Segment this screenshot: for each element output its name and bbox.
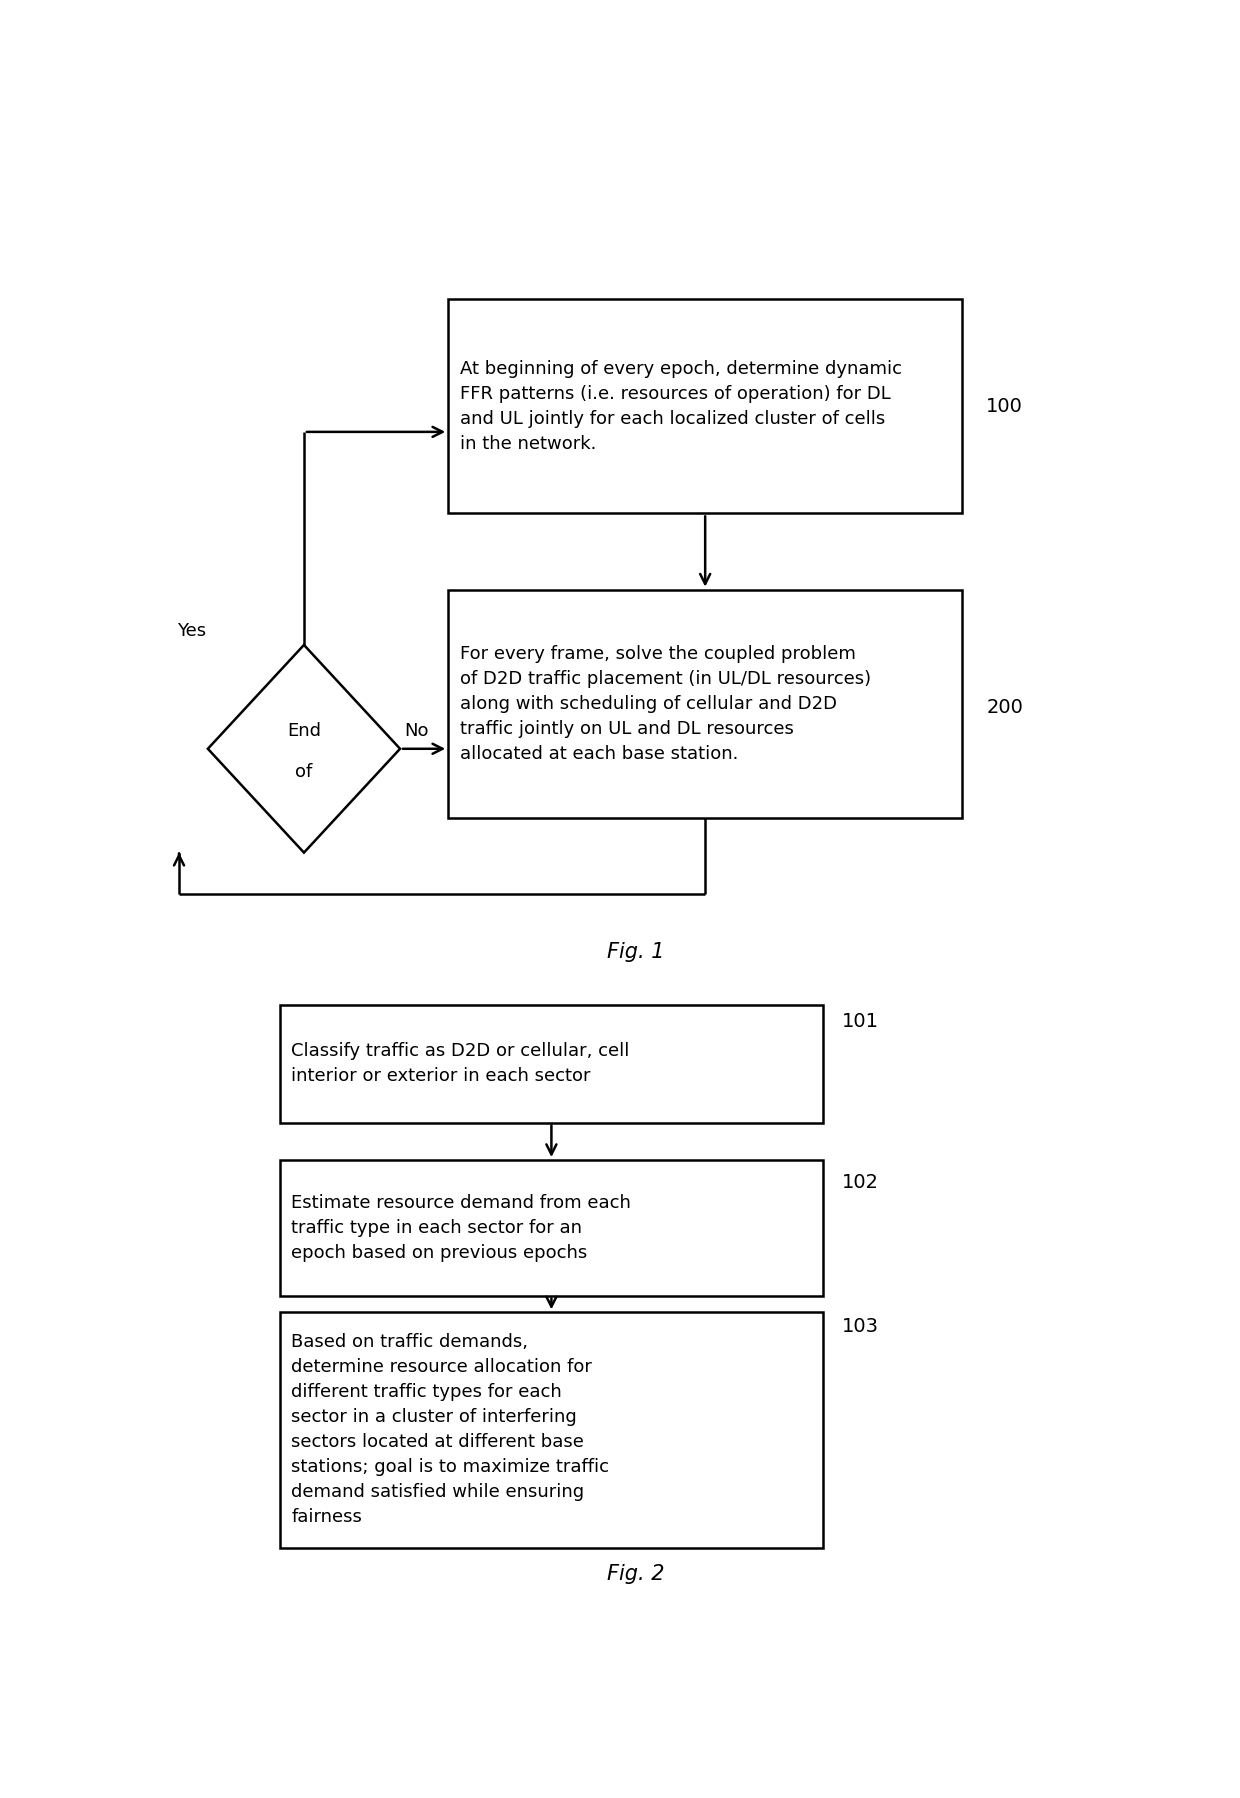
Text: 103: 103 (842, 1316, 879, 1336)
Text: At beginning of every epoch, determine dynamic
FFR patterns (i.e. resources of o: At beginning of every epoch, determine d… (460, 360, 901, 453)
Polygon shape (208, 645, 401, 852)
Text: Fig. 2: Fig. 2 (606, 1564, 665, 1584)
FancyBboxPatch shape (448, 590, 962, 818)
Text: No: No (404, 721, 429, 739)
FancyBboxPatch shape (280, 1160, 823, 1296)
FancyBboxPatch shape (448, 298, 962, 514)
FancyBboxPatch shape (280, 1005, 823, 1122)
Text: For every frame, solve the coupled problem
of D2D traffic placement (in UL/DL re: For every frame, solve the coupled probl… (460, 645, 870, 762)
Text: 200: 200 (986, 698, 1023, 717)
Text: Classify traffic as D2D or cellular, cell
interior or exterior in each sector: Classify traffic as D2D or cellular, cel… (291, 1043, 630, 1086)
Text: Fig. 1: Fig. 1 (606, 942, 665, 962)
FancyBboxPatch shape (280, 1313, 823, 1548)
Text: Yes: Yes (177, 622, 206, 640)
Text: 101: 101 (842, 1012, 879, 1030)
Text: End: End (286, 721, 321, 739)
Text: 102: 102 (842, 1172, 879, 1192)
Text: Based on traffic demands,
determine resource allocation for
different traffic ty: Based on traffic demands, determine reso… (291, 1334, 610, 1527)
Text: 100: 100 (986, 397, 1023, 417)
Text: Estimate resource demand from each
traffic type in each sector for an
epoch base: Estimate resource demand from each traff… (291, 1194, 631, 1262)
Text: of: of (295, 764, 312, 782)
